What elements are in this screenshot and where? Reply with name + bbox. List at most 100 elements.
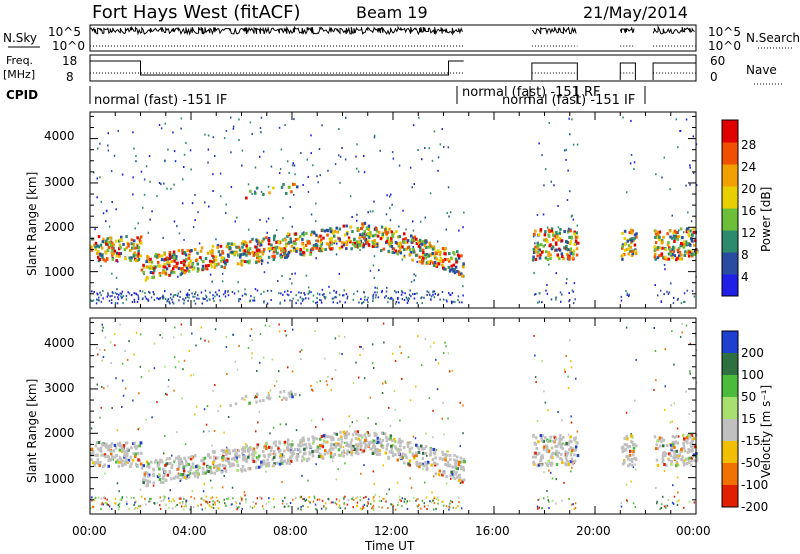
cpid-entry-1: normal (fast) -151 IF	[94, 93, 227, 108]
power-cell	[291, 225, 293, 228]
velocity-cell	[282, 396, 286, 400]
velocity-cell	[429, 345, 432, 348]
velocity-cell	[442, 471, 445, 475]
velocity-cell	[459, 465, 463, 468]
power-cell	[434, 292, 436, 295]
power-cell	[161, 296, 164, 298]
power-cell	[690, 220, 693, 223]
power-cell	[306, 239, 309, 243]
velocity-cell	[574, 445, 578, 449]
velocity-cell	[421, 447, 424, 451]
velocity-cell	[672, 484, 674, 487]
velocity-cell	[278, 370, 280, 373]
velocity-cell	[563, 481, 565, 484]
velocity-cell	[424, 481, 426, 484]
power-cell	[655, 173, 657, 176]
power-cell	[117, 129, 119, 132]
velocity-cell	[133, 504, 135, 506]
velocity-cell	[299, 394, 301, 397]
velocity-cell	[159, 480, 163, 484]
velocity-cell	[429, 500, 431, 503]
velocity-cell	[673, 495, 676, 498]
power-cell	[169, 302, 171, 305]
velocity-cell	[286, 440, 289, 444]
velocity-cell	[430, 463, 433, 467]
velocity-cell	[221, 486, 224, 489]
velocity-cell	[101, 359, 103, 362]
velocity-cell	[545, 462, 547, 464]
velocity-cell	[674, 440, 678, 444]
velocity-cell	[688, 449, 691, 453]
velocity-cell	[676, 504, 679, 506]
velocity-cell	[626, 437, 629, 441]
power-cell	[395, 291, 397, 294]
power-cell	[677, 146, 679, 149]
power-cell	[660, 254, 664, 258]
velocity-cell	[350, 451, 354, 455]
power-cell	[291, 164, 294, 167]
velocity-cell	[249, 334, 251, 337]
power-cell	[209, 259, 212, 263]
velocity-cell	[675, 435, 679, 439]
velocity-cell	[362, 496, 365, 499]
power-cell	[418, 238, 422, 242]
velocity-cell	[220, 470, 223, 474]
velocity-cell	[548, 469, 550, 472]
power-cell	[565, 244, 568, 248]
power-cell	[690, 249, 693, 253]
power-cell	[267, 185, 270, 188]
velocity-cell	[570, 366, 573, 369]
velocity-cell	[241, 507, 243, 510]
velocity-cell	[558, 439, 561, 443]
velocity-cell	[265, 442, 268, 446]
velocity-cell	[456, 475, 459, 479]
velocity-cell	[177, 456, 180, 460]
velocity-cell	[184, 459, 188, 463]
velocity-cell	[162, 467, 165, 471]
velocity-cell	[563, 443, 567, 447]
power-cell	[672, 250, 675, 254]
velocity-cell	[282, 389, 286, 393]
velocity-cell	[436, 388, 439, 391]
velocity-cell	[329, 444, 333, 448]
power-cell	[656, 256, 660, 260]
power-cell	[212, 173, 214, 176]
power-cell	[380, 225, 384, 229]
velocity-cell	[378, 452, 382, 456]
velocity-cell	[437, 473, 441, 477]
power-cell	[544, 244, 546, 246]
power-cell	[356, 219, 358, 222]
power-cell	[172, 295, 175, 298]
power-cell	[356, 143, 358, 146]
velocity-cell	[213, 459, 216, 463]
power-cell	[142, 206, 144, 209]
velocity-cell	[96, 346, 98, 349]
velocity-cell	[123, 452, 126, 456]
power-cell	[137, 294, 139, 297]
power-cell	[164, 122, 166, 125]
velocity-cell	[539, 463, 541, 465]
power-cell	[241, 164, 243, 167]
power-cell	[670, 282, 672, 285]
power-cell	[266, 289, 269, 292]
velocity-cell	[446, 464, 450, 468]
velocity-colorbar-swatch	[722, 419, 738, 442]
velocity-cell	[570, 470, 572, 473]
power-cell	[201, 264, 205, 268]
velocity-cell	[325, 507, 327, 510]
velocity-cell	[224, 469, 228, 473]
power-cell	[106, 248, 110, 252]
power-cell	[565, 282, 568, 285]
velocity-cell	[303, 447, 306, 451]
velocity-cell	[119, 323, 121, 326]
velocity-cell	[676, 427, 679, 430]
power-cell	[559, 291, 562, 294]
power-cell	[161, 271, 165, 275]
velocity-cell	[456, 455, 459, 459]
velocity-cell	[658, 436, 662, 440]
velocity-cell	[380, 499, 383, 502]
power-cell	[143, 178, 146, 181]
velocity-cell	[685, 439, 688, 443]
power-cell	[277, 240, 280, 244]
velocity-cell	[690, 434, 694, 437]
